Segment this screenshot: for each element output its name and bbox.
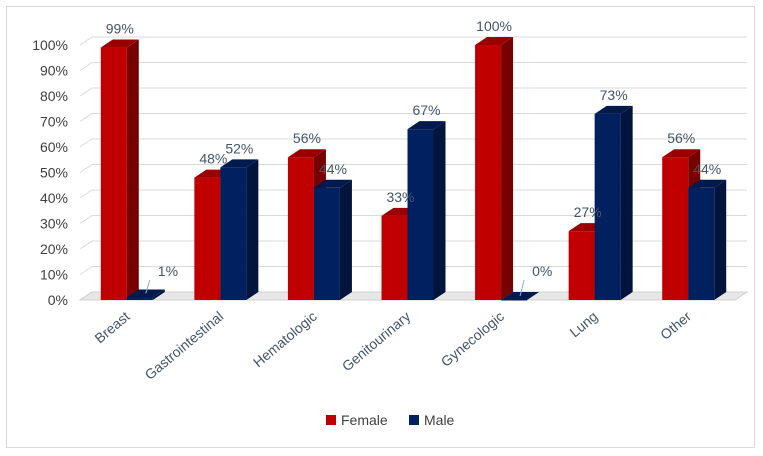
x-category-label: Hematologic [250,308,320,370]
bar-top [407,121,446,130]
bar-top [475,37,514,45]
x-category-label: Lung [566,308,600,340]
y-tick-label: 30% [40,216,68,232]
gridline-depth [79,189,93,199]
x-category-label: Gynecologic [438,308,507,370]
gridline-depth [79,113,93,122]
gridline-depth [79,138,93,148]
legend-label: Male [424,412,455,428]
legend-label: Female [341,412,388,428]
bar-side [433,121,446,301]
x-category-label: Other [657,308,694,343]
y-tick-label: 60% [40,139,68,155]
bar-female-breast [100,39,139,301]
gridline-depth [79,164,93,173]
bar-side [501,37,514,300]
bars [100,37,727,301]
bar-top [688,179,727,188]
legend: Female Male [326,412,455,428]
y-tick-label: 0% [48,292,68,308]
y-tick-label: 20% [40,241,68,257]
gridline-depth [79,87,93,97]
bar-front [475,45,502,300]
bar-side [714,179,727,300]
bar-side [620,105,633,300]
y-axis: 0% 10% 20% 30% 40% 50% 60% 70% 80% 90% 100% [32,37,68,308]
data-label: 44% [693,161,721,177]
x-category-label: Breast [91,308,132,346]
data-label-leader [519,279,525,297]
data-label: 56% [293,130,321,146]
bar-male-hematologic [313,179,352,300]
bar-front [688,187,715,300]
data-labels: 99% 1% 48%52% 56% 44% 33% 67% 100% 0% 27% 73% 56% 44… [106,18,721,297]
bar-male-other [688,179,727,300]
bar-top [662,149,701,158]
bar-female-gynecologic [475,37,514,300]
y-tick-label: 80% [40,88,68,104]
data-label: 100% [476,18,512,34]
data-label: 73% [600,87,628,103]
bar-side [246,159,259,300]
bar-front [220,167,247,300]
bar-male-lung [594,105,633,300]
bar-front [194,177,221,300]
data-label: 33% [386,189,414,205]
bar-front [568,231,595,300]
gridline-depth [79,215,93,224]
legend-swatch [326,415,336,425]
legend-swatch [409,415,419,425]
data-label: 99% [106,21,134,37]
x-category-label: Genitourinary [339,308,414,374]
bar-side [339,179,352,300]
data-label: 56% [667,130,695,146]
gridline-depth [79,240,93,250]
x-category-label: Gastrointestinal [141,308,226,383]
bar-male-gastrointestinal [220,159,259,300]
data-label-leader [145,279,151,294]
bar-top [287,149,326,158]
data-label: 44% [319,161,347,177]
x-axis: Breast Gastrointestinal Hematologic Genitou… [91,308,694,383]
bar-top [594,105,633,114]
bar-front [662,157,689,300]
data-label: 48% [199,151,227,167]
bar-front [501,300,528,301]
bar-top [313,179,352,188]
bar-front [100,47,127,300]
legend-item-female: Female [326,412,388,428]
data-label: 67% [412,102,440,118]
bar-side [152,289,165,300]
bar-front [381,215,408,300]
gridline-depth [79,266,93,275]
y-tick-label: 100% [32,37,68,53]
bar-front [407,129,434,300]
legend-item-male: Male [409,412,455,428]
y-tick-label: 50% [40,165,68,181]
data-label: 0% [532,263,552,279]
bar-front [594,113,621,300]
data-label: 1% [158,263,178,279]
bar-front [313,187,340,300]
bar-top [220,159,259,168]
data-label: 27% [574,204,602,220]
y-tick-label: 40% [40,190,68,206]
y-tick-label: 10% [40,267,68,283]
bar-male-genitourinary [407,121,446,301]
bar-side [126,39,139,301]
y-tick-label: 70% [40,114,68,130]
bar-front [287,157,314,300]
gridline-depth [79,36,93,46]
y-tick-label: 90% [40,63,68,79]
bar-front [126,297,153,300]
data-label: 52% [225,140,253,156]
bar-top [100,39,139,48]
gridline-depth [79,62,93,71]
